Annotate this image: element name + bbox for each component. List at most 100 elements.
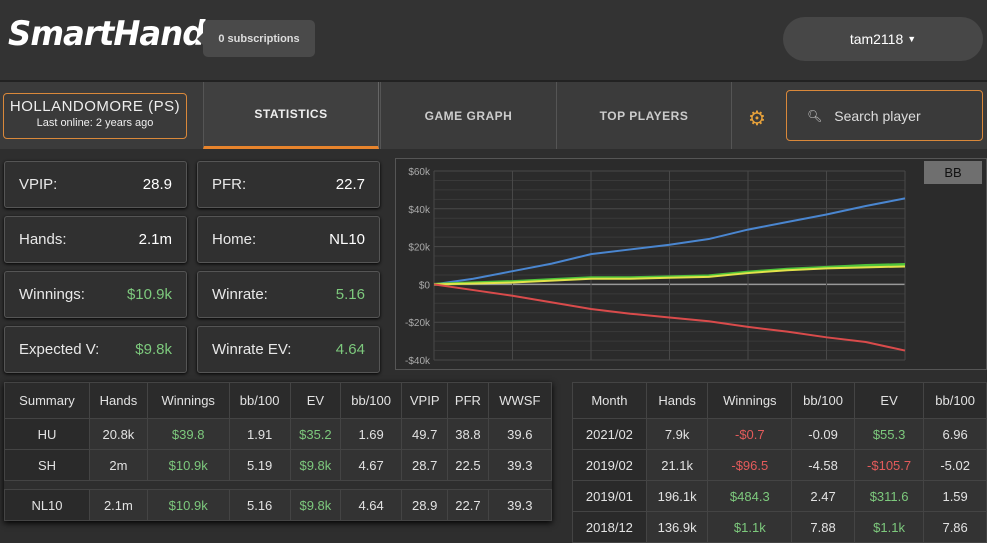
stat-box: Expected V: $9.8k bbox=[4, 326, 187, 373]
column-header[interactable]: EV bbox=[289, 382, 342, 419]
table-row: 2018/12 136.9k $1.1k 7.88 $1.1k 7.86 bbox=[572, 511, 987, 543]
stat-value: 2.1m bbox=[138, 231, 172, 248]
y-tick-label: $60k bbox=[408, 167, 431, 178]
monthly-table: Month Hands Winnings bb/100 EV bb/100 2021/02 7… bbox=[572, 382, 987, 543]
stat-value: 28.9 bbox=[142, 176, 172, 193]
column-header[interactable]: Hands bbox=[88, 382, 148, 419]
table-cell: 49.7 bbox=[401, 418, 449, 450]
stat-box: Hands: 2.1m bbox=[4, 216, 187, 263]
stat-label: VPIP: bbox=[19, 176, 58, 193]
table-cell: -5.02 bbox=[923, 449, 987, 481]
table-row: 2019/02 21.1k -$96.5 -4.58 -$105.7 -5.02 bbox=[572, 449, 987, 481]
table-cell: -$105.7 bbox=[853, 449, 925, 481]
column-header[interactable]: Winnings bbox=[707, 382, 793, 419]
table-cell: -$96.5 bbox=[707, 449, 793, 481]
user-menu[interactable]: tam2118 ▼ bbox=[783, 17, 983, 61]
table-cell: $1.1k bbox=[853, 511, 925, 543]
table-cell: 22.7 bbox=[447, 489, 489, 521]
table-cell: 20.8k bbox=[88, 418, 148, 450]
stat-box: PFR: 22.7 bbox=[197, 161, 380, 208]
winnings-chart: $60k $40k $20k $0 -$20k -$40k bbox=[395, 158, 987, 370]
stat-label: Home: bbox=[212, 231, 257, 248]
table-cell: HU bbox=[4, 418, 90, 450]
stat-value: $10.9k bbox=[126, 286, 172, 303]
divider bbox=[4, 480, 552, 490]
table-cell: 1.59 bbox=[923, 480, 987, 512]
table-cell: 2019/02 bbox=[572, 449, 647, 481]
table-cell: SH bbox=[4, 449, 90, 481]
column-header[interactable]: bb/100 bbox=[923, 382, 987, 419]
table-cell: 4.64 bbox=[340, 489, 403, 521]
table-cell: 38.8 bbox=[447, 418, 489, 450]
logo[interactable]: SmartHand bbox=[8, 14, 205, 54]
column-header[interactable]: Summary bbox=[4, 382, 90, 419]
table-cell: 2018/12 bbox=[572, 511, 647, 543]
table-cell: 2019/01 bbox=[572, 480, 647, 512]
table-cell: $55.3 bbox=[853, 418, 925, 450]
table-cell: 22.5 bbox=[447, 449, 489, 481]
last-online: Last online: 2 years ago bbox=[36, 117, 154, 129]
stat-value: $9.8k bbox=[135, 341, 172, 358]
table-cell: 2.1m bbox=[88, 489, 148, 521]
table-cell: 39.3 bbox=[487, 449, 553, 481]
table-cell: 28.7 bbox=[401, 449, 449, 481]
stat-box: VPIP: 28.9 bbox=[4, 161, 187, 208]
y-tick-label: $0 bbox=[419, 280, 431, 291]
table-cell: NL10 bbox=[4, 489, 90, 521]
subscriptions-badge[interactable]: 0 subscriptions bbox=[197, 20, 315, 57]
stat-label: Expected V: bbox=[19, 341, 100, 358]
tab-statistics[interactable]: STATISTICS bbox=[203, 82, 379, 149]
table-cell: 7.88 bbox=[791, 511, 855, 543]
table-cell: 5.19 bbox=[228, 449, 291, 481]
table-row-total: NL10 2.1m $10.9k 5.16 $9.8k 4.64 28.9 22.7 39.3 bbox=[4, 489, 553, 521]
table-cell: -0.09 bbox=[791, 418, 855, 450]
table-cell: 136.9k bbox=[645, 511, 709, 543]
column-header[interactable]: Winnings bbox=[146, 382, 230, 419]
search-icon: 🔍︎ bbox=[807, 108, 823, 123]
table-cell: 2021/02 bbox=[572, 418, 647, 450]
gear-icon[interactable]: ⚙ bbox=[748, 108, 766, 130]
table-cell: 196.1k bbox=[645, 480, 709, 512]
table-header-row: Summary Hands Winnings bb/100 EV bb/100 VPIP PF… bbox=[4, 382, 553, 419]
search-input[interactable]: 🔍︎ Search player bbox=[786, 90, 983, 141]
table-cell: 1.69 bbox=[340, 418, 403, 450]
series-line bbox=[433, 283, 906, 352]
bb-toggle-button[interactable]: BB bbox=[924, 161, 982, 184]
player-name: HOLLANDOMORE (PS) bbox=[9, 98, 181, 115]
table-cell: $35.2 bbox=[289, 418, 342, 450]
table-cell: 5.16 bbox=[228, 489, 291, 521]
column-header[interactable]: bb/100 bbox=[228, 382, 291, 419]
column-header[interactable]: WWSF bbox=[487, 382, 553, 419]
stat-box: Winrate: 5.16 bbox=[197, 271, 380, 318]
table-cell: $484.3 bbox=[707, 480, 793, 512]
column-header[interactable]: bb/100 bbox=[340, 382, 403, 419]
table-cell: 7.86 bbox=[923, 511, 987, 543]
stat-box: Home: NL10 bbox=[197, 216, 380, 263]
stat-label: PFR: bbox=[212, 176, 247, 193]
stat-label: Winnings: bbox=[19, 286, 85, 303]
tab-top-players[interactable]: TOP PLAYERS bbox=[556, 82, 732, 149]
table-cell: 39.3 bbox=[487, 489, 553, 521]
series-line bbox=[433, 197, 906, 286]
stat-box: Winrate EV: 4.64 bbox=[197, 326, 380, 373]
series-line bbox=[433, 265, 906, 286]
table-cell: $39.8 bbox=[146, 418, 230, 450]
column-header[interactable]: Month bbox=[572, 382, 647, 419]
column-header[interactable]: PFR bbox=[447, 382, 489, 419]
tab-game-graph[interactable]: GAME GRAPH bbox=[380, 82, 556, 149]
table-cell: 2m bbox=[88, 449, 148, 481]
table-cell: $10.9k bbox=[146, 489, 230, 521]
stat-value: 4.64 bbox=[335, 341, 365, 358]
table-cell: 39.6 bbox=[487, 418, 553, 450]
player-card: HOLLANDOMORE (PS) Last online: 2 years a… bbox=[3, 93, 187, 139]
table-cell: 21.1k bbox=[645, 449, 709, 481]
table-cell: 2.47 bbox=[791, 480, 855, 512]
table-row: SH 2m $10.9k 5.19 $9.8k 4.67 28.7 22.5 39.3 bbox=[4, 449, 553, 481]
chart-svg: $60k $40k $20k $0 -$20k -$40k bbox=[405, 167, 906, 367]
column-header[interactable]: Hands bbox=[645, 382, 709, 419]
column-header[interactable]: bb/100 bbox=[791, 382, 855, 419]
column-header[interactable]: VPIP bbox=[401, 382, 449, 419]
table-cell: $9.8k bbox=[289, 489, 342, 521]
column-header[interactable]: EV bbox=[853, 382, 925, 419]
stat-value: 22.7 bbox=[335, 176, 365, 193]
